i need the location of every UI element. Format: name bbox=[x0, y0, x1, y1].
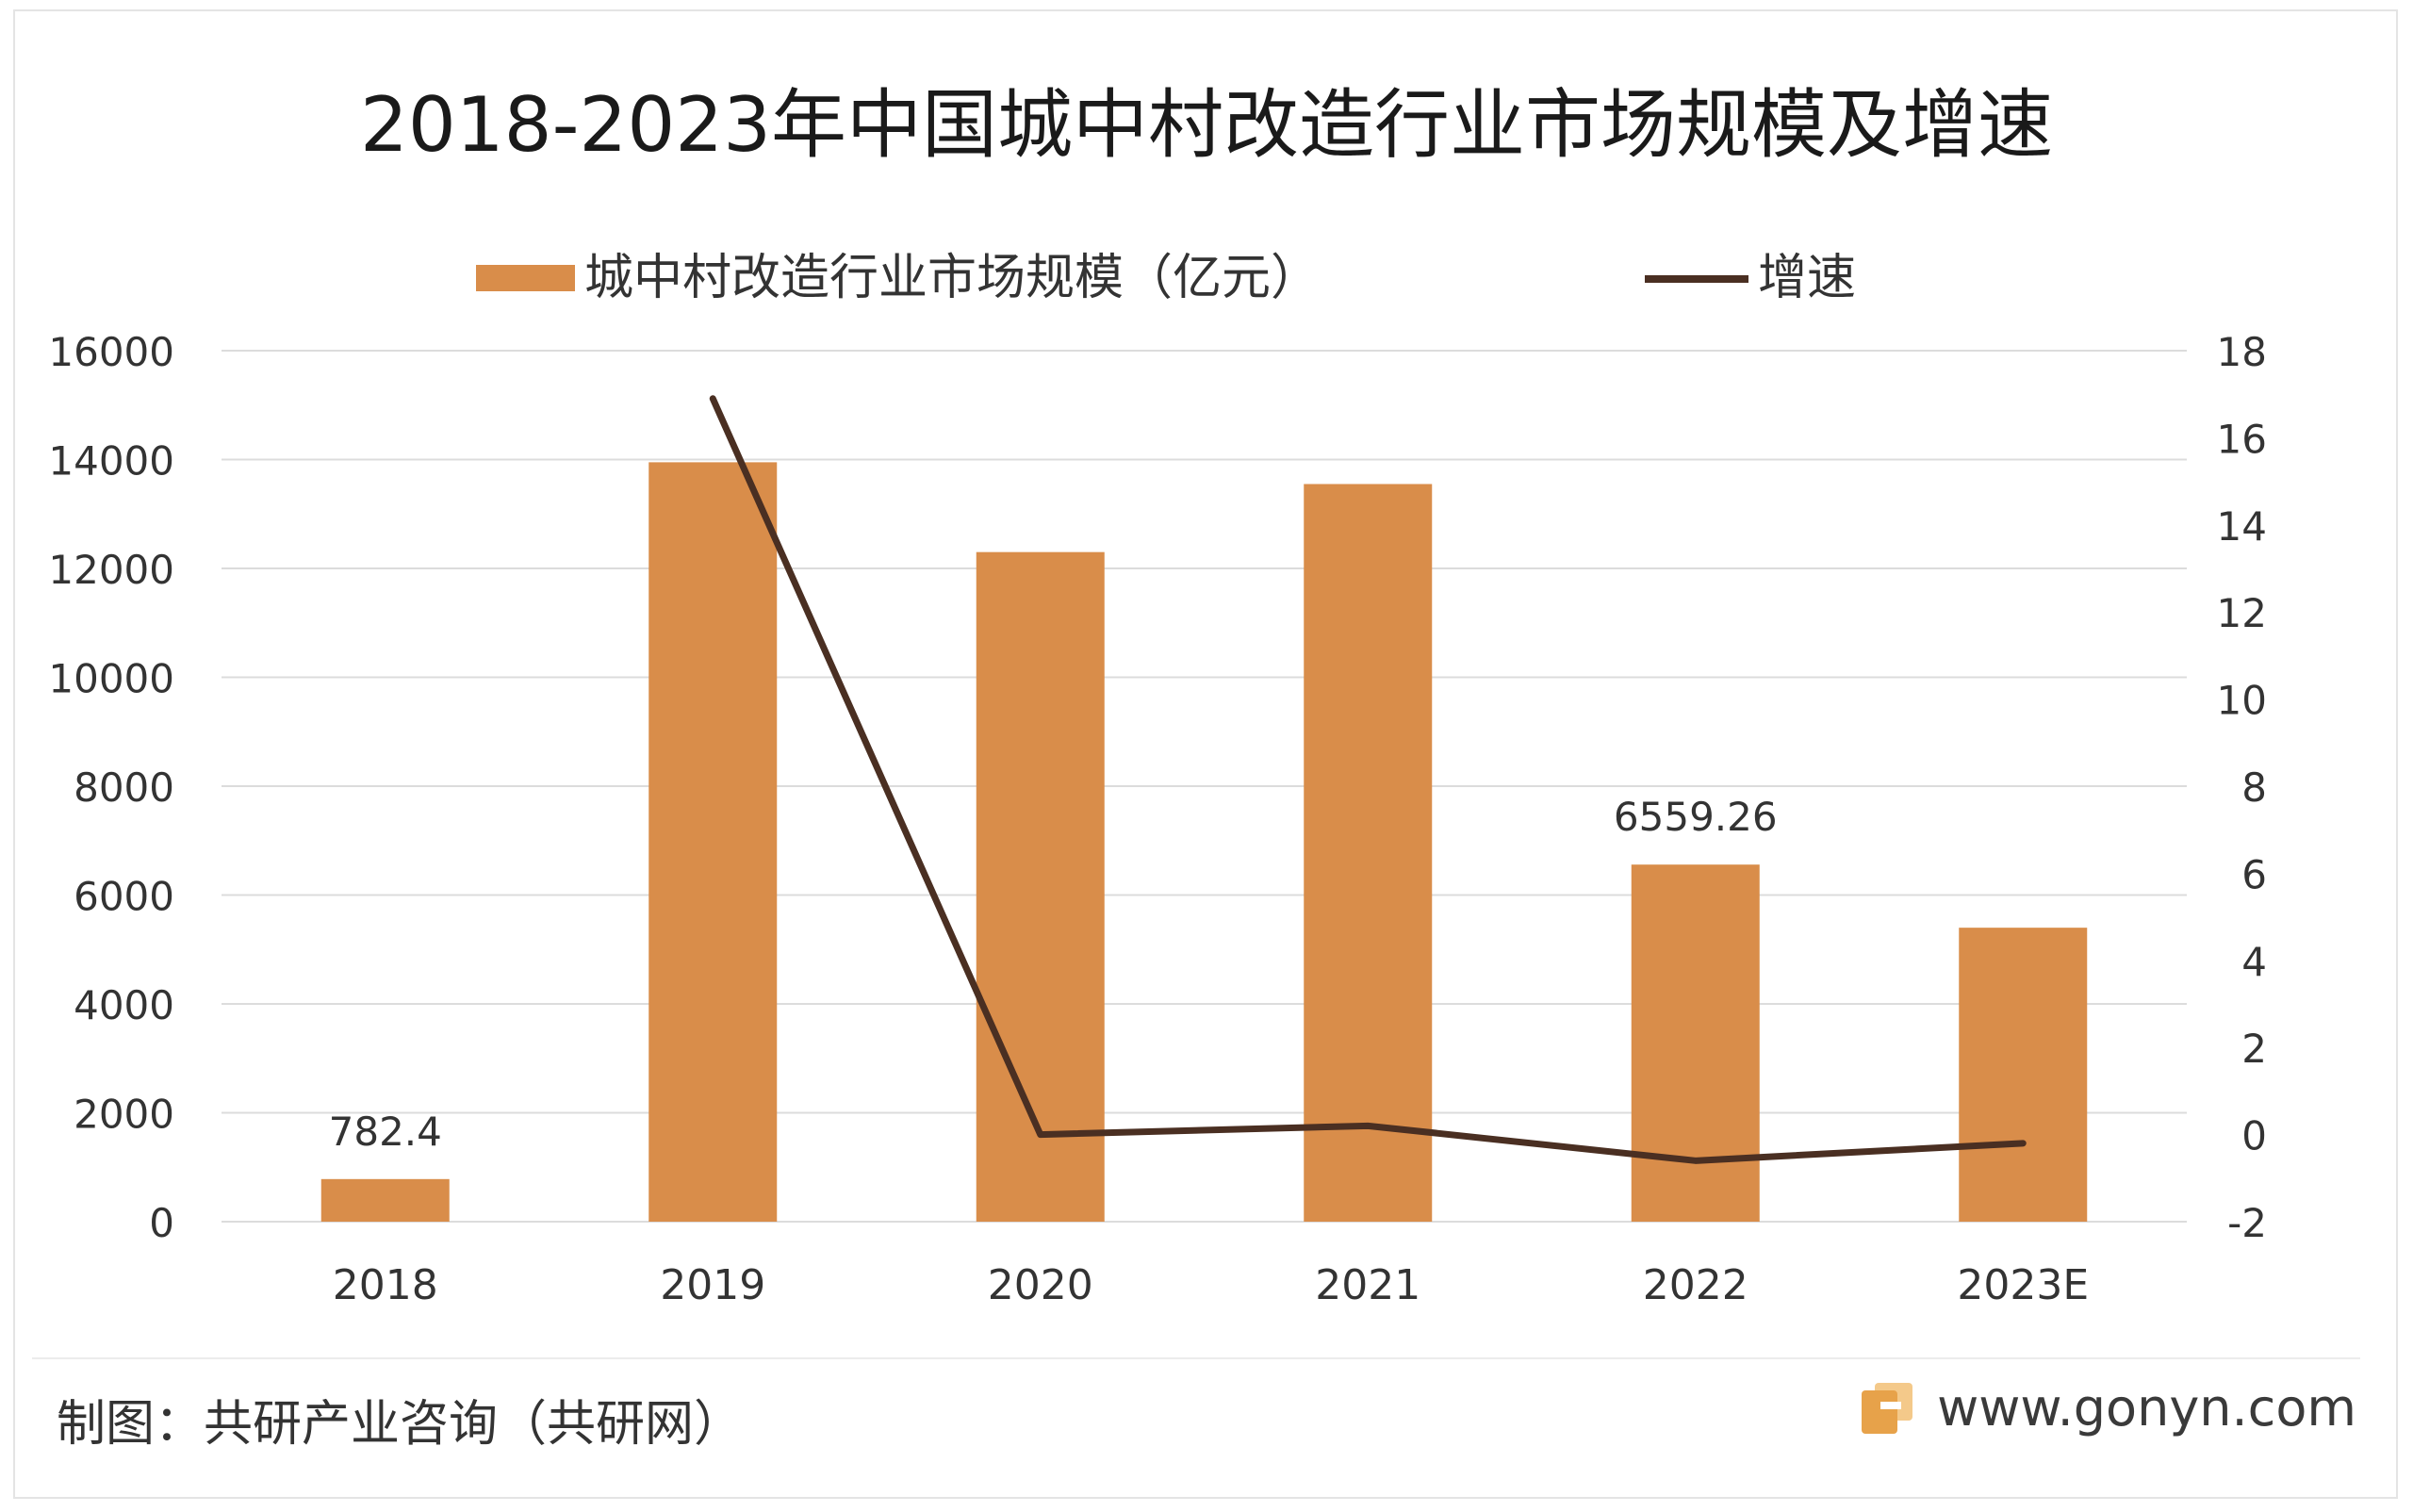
legend: 城中村改造行业市场规模（亿元） 增速 bbox=[476, 250, 1856, 306]
source-credit: 制图：共研产业咨询（共研网） bbox=[57, 1396, 744, 1453]
data-label-2018: 782.4 bbox=[329, 1109, 442, 1155]
chart-frame bbox=[13, 9, 2398, 1499]
y-left-tick-label: 16000 bbox=[48, 329, 174, 375]
legend-label-bar: 城中村改造行业市场规模（亿元） bbox=[584, 250, 1320, 306]
x-ticks: 2018 2019 2020 2021 2022 2023E bbox=[333, 1261, 2089, 1309]
y-right-tick-label: 0 bbox=[2241, 1113, 2267, 1159]
website-brand[interactable]: www.gonyn.com bbox=[1862, 1378, 2356, 1438]
x-tick-label: 2021 bbox=[1315, 1261, 1420, 1309]
y-right-tick-label: 8 bbox=[2241, 764, 2267, 811]
grid bbox=[222, 350, 2187, 1223]
bar-2020 bbox=[976, 551, 1105, 1222]
y-left-tick-label: 10000 bbox=[48, 656, 174, 702]
y-right-tick-label: 14 bbox=[2217, 503, 2267, 550]
y-right-tick-label: 6 bbox=[2241, 851, 2267, 897]
footer-divider bbox=[32, 1357, 2360, 1359]
y-right-tick-label: 10 bbox=[2217, 678, 2267, 724]
bar-2023E bbox=[1959, 928, 2088, 1222]
y-left-tick-label: 12000 bbox=[48, 547, 174, 593]
legend-label-line: 增速 bbox=[1758, 250, 1856, 306]
legend-swatch-bar bbox=[476, 265, 575, 291]
y-right-tick-label: 2 bbox=[2241, 1026, 2267, 1072]
x-tick-label: 2022 bbox=[1643, 1261, 1748, 1309]
y-left-tick-label: 4000 bbox=[74, 982, 174, 1028]
y-left-tick-label: 0 bbox=[149, 1200, 174, 1246]
y-left-tick-label: 2000 bbox=[74, 1092, 174, 1138]
gonyn-logo-icon bbox=[1862, 1382, 1913, 1434]
x-tick-label: 2023E bbox=[1957, 1261, 2089, 1309]
bar-2022 bbox=[1631, 864, 1760, 1222]
x-tick-label: 2020 bbox=[988, 1261, 1093, 1309]
y-right-tick-label: 16 bbox=[2217, 416, 2267, 462]
y-right-tick-label: 18 bbox=[2217, 329, 2267, 375]
x-tick-label: 2019 bbox=[660, 1261, 765, 1309]
y-right-tick-label: 4 bbox=[2241, 939, 2267, 985]
bar-2019 bbox=[648, 462, 778, 1222]
bar-2021 bbox=[1304, 484, 1433, 1222]
data-label-2022: 6559.26 bbox=[1614, 794, 1778, 840]
data-labels: 782.4 6559.26 bbox=[329, 794, 1778, 1155]
bars bbox=[320, 462, 2088, 1222]
chart-title: 2018-2023年中国城中村改造行业市场规模及增速 bbox=[360, 81, 2053, 169]
y-right-ticks: -2 0 2 4 6 8 10 12 14 16 18 bbox=[2217, 329, 2267, 1246]
website-url[interactable]: www.gonyn.com bbox=[1937, 1378, 2356, 1438]
growth-line-path bbox=[709, 395, 2027, 1164]
y-left-tick-label: 6000 bbox=[74, 874, 174, 920]
growth-line bbox=[709, 395, 2027, 1164]
y-left-ticks: 0 2000 4000 6000 8000 10000 12000 14000 16000 bbox=[48, 329, 174, 1246]
x-tick-label: 2018 bbox=[333, 1261, 438, 1309]
y-left-tick-label: 14000 bbox=[48, 438, 174, 485]
y-right-tick-label: 12 bbox=[2217, 590, 2267, 636]
y-right-tick-label: -2 bbox=[2227, 1200, 2267, 1246]
y-left-tick-label: 8000 bbox=[74, 764, 174, 811]
bar-2018 bbox=[320, 1178, 450, 1222]
